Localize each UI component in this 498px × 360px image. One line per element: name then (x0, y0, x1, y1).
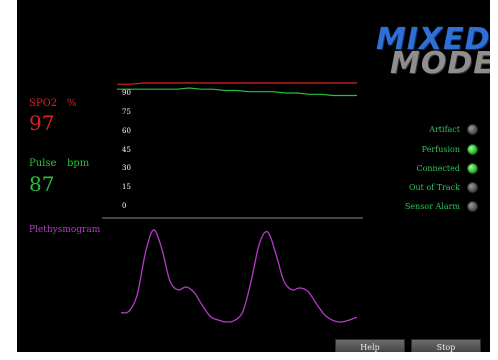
pulse-value: 87 (29, 172, 55, 196)
pulse-trend-line (117, 87, 357, 97)
tick-label: 15 (122, 183, 131, 191)
plethysmogram-waveform (121, 229, 358, 323)
tick-label: 0 (122, 202, 127, 210)
spo2-value: 97 (29, 111, 55, 135)
spo2-unit: % (67, 98, 77, 109)
status-sensor-alarm-label: Sensor Alarm (404, 202, 460, 211)
help-button[interactable]: Help (335, 339, 405, 352)
plethysmogram-label: Plethysmogram (29, 225, 101, 235)
status-artifact-indicator (467, 124, 478, 135)
spo2-trend-line (117, 82, 357, 85)
logo-line-1: MIXED (376, 22, 490, 57)
status-sensor-alarm-indicator (467, 201, 478, 212)
waveform-canvas (102, 82, 363, 323)
status-out-of-track-label: Out of Track (408, 183, 460, 192)
mixed-mode-logo: MIXED MODE (376, 22, 490, 82)
tick-label: 45 (122, 146, 131, 154)
tick-label: 60 (122, 127, 131, 135)
tick-label: 75 (122, 108, 131, 116)
status-connected-indicator (467, 163, 478, 174)
status-artifact-label: Artifact (429, 125, 460, 134)
tick-label: 90 (122, 89, 131, 97)
pulse-unit: bpm (67, 158, 90, 169)
spo2-label: SPO2 (29, 98, 58, 109)
logo-line-2: MODE (390, 46, 490, 81)
tick-label: 30 (122, 164, 131, 172)
status-perfusion-indicator (467, 144, 478, 155)
status-connected-label: Connected (416, 164, 460, 173)
status-out-of-track-indicator (467, 182, 478, 193)
status-perfusion-label: Perfusion (421, 145, 460, 154)
monitor-screen: MIXED MODE SPO2 % 97 Pulse bpm 87 90 75 … (17, 0, 490, 352)
stop-button[interactable]: Stop (411, 339, 481, 352)
pulse-label: Pulse (29, 158, 57, 169)
